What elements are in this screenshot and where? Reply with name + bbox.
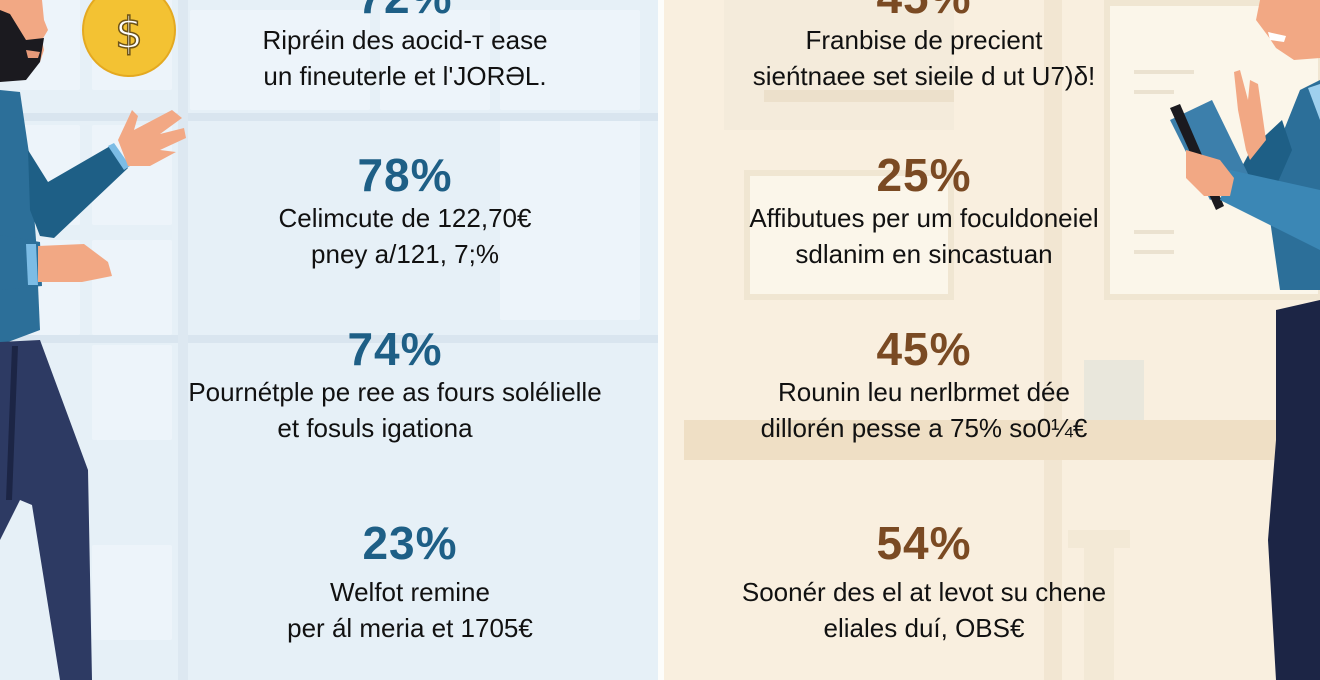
board-line [1134,250,1174,254]
stat-description-line2: sdlanim en sincastuan [795,239,1053,269]
panel-divider [658,0,664,680]
stat-block-right-1: 45% Franbise de precient sieńtnaee set s… [694,0,1154,94]
lamp-stand [1084,540,1114,680]
stat-percentage: 45% [694,0,1154,22]
stat-description-line2: sieńtnaee set sieile d ut U7)δ! [752,61,1096,91]
shelf-board [764,90,954,102]
window-frame [0,113,658,121]
column [1044,0,1062,680]
stat-description-line2: eliales duí, OBS€ [823,613,1025,643]
stat-description-line2: un fineuterle et l'JORƏL. [263,61,547,91]
stat-percentage: 78% [357,149,453,201]
stat-block-right-3: 45% Rounin leu nerlbrmet dée dillorén pe… [694,324,1154,446]
stat-description-line1: Ripréin des aocid-т ease [262,25,548,55]
window-frame [0,335,658,343]
window-pane [190,10,370,110]
stat-block-left-3: 74% Pournétple pe ree as fours soléliell… [150,324,640,446]
window-pane [92,240,172,335]
stat-description-line2: pney a/121, 7;% [311,239,499,269]
stat-block-left-4: 23% Welfot remine per ál meria et 1705€ [200,518,620,646]
stat-description-line1: Welfot remine [330,577,490,607]
desk [684,420,1320,460]
stat-block-left-1: 72% Ripréin des aocid-т ease un fineuter… [170,0,640,94]
stat-description-line1: Affibutues per um foculdoneiel [749,203,1099,233]
right-panel: 45% Franbise de precient sieńtnaee set s… [664,0,1320,680]
stat-percentage: 25% [876,149,972,201]
stat-percentage: 54% [876,517,972,569]
stat-percentage: 45% [876,323,972,375]
board-line [1134,70,1194,74]
stat-description-line1: Celimcute de 122,70€ [278,203,532,233]
stat-description-line1: Rounin leu nerlbrmet dée [778,377,1070,407]
stat-percentage: 74% [347,323,443,375]
stat-percentage: 72% [170,0,640,22]
man-figure-right [1100,0,1320,680]
stat-description-line2: per ál meria et 1705€ [287,613,533,643]
stat-block-right-2: 25% Affibutues per um foculdoneiel sdlan… [694,150,1154,272]
whiteboard [744,170,954,300]
window-pane [92,545,172,640]
window-pane [92,345,172,440]
man-figure-left [0,0,190,680]
window-pane [500,10,640,110]
board-line [1134,90,1174,94]
window-pane [500,120,640,320]
stat-block-left-2: 78% Celimcute de 122,70€ pney a/121, 7;% [170,150,640,272]
window-pane [380,10,490,110]
stat-description-line1: Franbise de precient [805,25,1043,55]
stat-block-right-4: 54% Soonér des el at levot su chene elia… [694,518,1154,646]
window-frame [178,0,188,680]
shelf [724,0,954,130]
left-panel: $ 72% Ripréin des [0,0,658,680]
coin-icon: $ [82,0,176,78]
stat-description-line2: et fosuls igationa [277,413,473,443]
stat-description-line1: Soonér des el at levot su chene [741,577,1107,607]
stat-description-line2: dillorén pesse a 75% so0¼€ [760,413,1088,443]
lamp-top [1068,530,1130,548]
stat-percentage: 23% [362,517,458,569]
board-line [1134,230,1174,234]
svg-text:$: $ [115,8,143,59]
stat-description-line1: Pournétple pe ree as fours solélielle [188,377,602,407]
